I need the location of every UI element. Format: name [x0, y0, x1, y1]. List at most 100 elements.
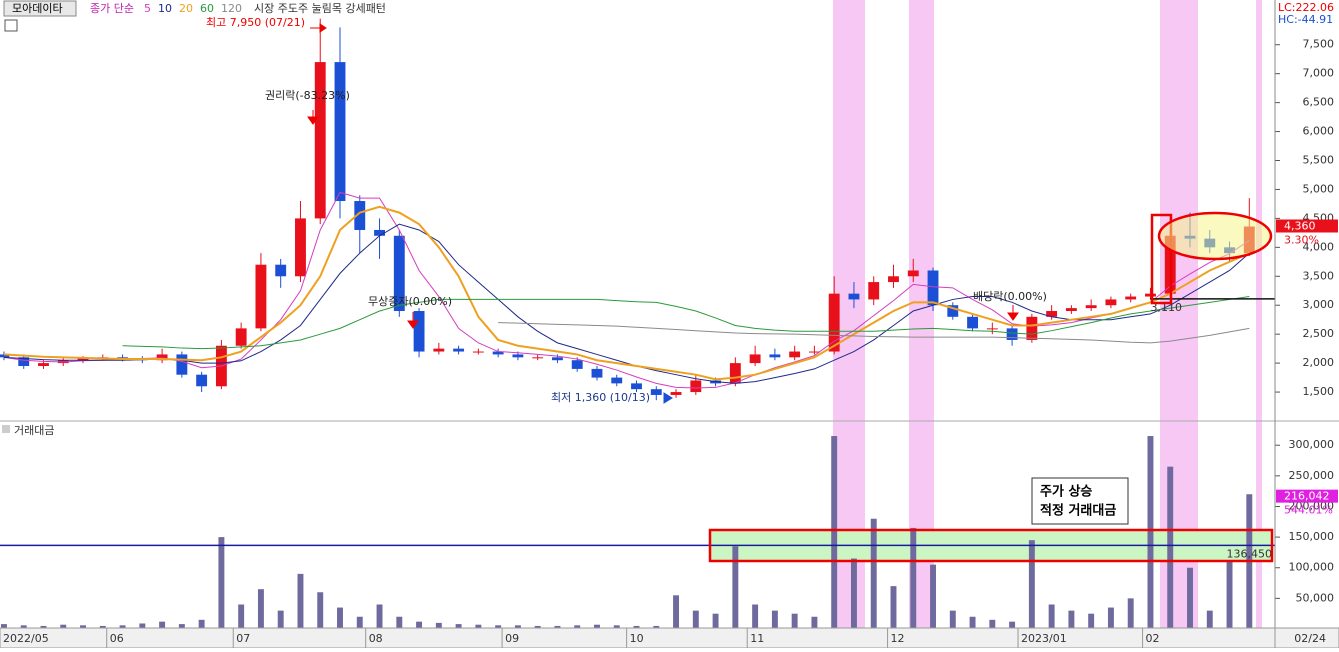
volume-bar: [771, 610, 778, 629]
volume-bar: [574, 625, 581, 629]
candle-body: [888, 276, 899, 283]
volume-bar: [495, 625, 502, 629]
ma-line: [498, 322, 1250, 344]
ma-line: [3, 223, 1250, 384]
band: [1160, 0, 1198, 628]
volume-bar: [0, 624, 7, 629]
breakout-box: [1150, 213, 1173, 305]
volume-bar: [119, 625, 126, 629]
volume-bar: [475, 624, 482, 629]
candle-body: [729, 363, 741, 384]
volume-bar: [60, 624, 67, 629]
y-tick-label: 2,500: [1303, 327, 1335, 340]
highlight-bands: [833, 0, 1262, 628]
candle-body: [591, 368, 603, 378]
volume-title: 거래대금: [14, 424, 54, 437]
y-tick-label: 5,000: [1303, 182, 1335, 195]
pattern-label: 시장 주도주 눌림목 강세패턴: [254, 2, 386, 15]
y-tick-label: 200,000: [1289, 499, 1335, 512]
candle-body: [571, 360, 583, 369]
candle-body: [749, 354, 761, 364]
y-tick-label: 3,500: [1303, 269, 1335, 282]
annotation: 무상증자(0.00%): [368, 295, 452, 308]
volume-bar: [178, 624, 185, 629]
y-tick-label: 1,500: [1303, 385, 1335, 398]
volume-bar: [218, 537, 225, 629]
candle-body: [1125, 296, 1137, 300]
volume-bar: [514, 625, 521, 629]
x-tick-label: 2023/01: [1021, 632, 1067, 645]
candle-body: [552, 357, 563, 361]
stock-name[interactable]: 모아데이타: [12, 2, 63, 15]
candle-body: [1145, 293, 1156, 297]
candle-body: [808, 351, 820, 353]
volume-bar: [752, 604, 759, 629]
volume-zone-border: [708, 528, 1274, 563]
candle-body: [374, 229, 385, 236]
last-price: 4,360: [1284, 219, 1316, 232]
volume-bar: [613, 625, 620, 629]
x-tick-label: 12: [891, 632, 905, 645]
volume-bar: [159, 621, 166, 629]
volume-bar: [238, 604, 245, 629]
pane-icon: [2, 425, 10, 433]
candle-body: [433, 348, 445, 352]
volume-bar: [732, 546, 739, 629]
arrows: [307, 23, 1019, 404]
candle-body: [38, 363, 49, 367]
candle-body: [235, 328, 247, 346]
candle-body: [275, 264, 287, 277]
candle-body: [77, 358, 89, 361]
y-tick-label: 6,500: [1303, 96, 1335, 109]
volume-bar: [910, 527, 917, 629]
y-tick-label: 3,000: [1303, 298, 1335, 311]
volume-bar: [80, 625, 86, 629]
ma-line: [3, 191, 1250, 389]
x-tick-label: 11: [750, 632, 764, 645]
annotation: 배당락(0.00%): [973, 290, 1047, 303]
volume-bar: [1048, 604, 1055, 629]
candle-body: [650, 389, 662, 395]
candle-body: [176, 354, 188, 375]
ma-period: 120: [221, 2, 242, 15]
volume-bar: [989, 619, 996, 629]
volume-bar: [1226, 561, 1233, 629]
x-tick-label: 09: [505, 632, 519, 645]
candle-body: [1085, 305, 1097, 309]
candle-body: [196, 374, 208, 387]
candle-body: [1006, 328, 1018, 340]
volume-bar: [673, 595, 680, 629]
candle-body: [947, 305, 959, 317]
ma-line: [3, 205, 1250, 381]
volume-bar: [633, 625, 640, 629]
x-tick-label: 2022/05: [3, 632, 49, 645]
x-tick-label: 02: [1146, 632, 1160, 645]
candle-body: [769, 354, 781, 358]
x-tick-label: 10: [630, 632, 644, 645]
volume-bar: [831, 436, 838, 629]
volume-bar: [534, 625, 541, 629]
candle-body: [828, 293, 840, 352]
volume-bar: [1167, 466, 1174, 629]
y-tick-label: 4,000: [1303, 240, 1335, 253]
consolidation-ellipse: [1157, 211, 1273, 261]
candle-body: [967, 316, 978, 329]
volume-bar: [99, 625, 106, 629]
candle-body: [472, 351, 484, 353]
volume-bar: [277, 610, 284, 629]
table-icon[interactable]: [4, 19, 18, 32]
volume-bar: [653, 625, 660, 629]
y-tick-label: 150,000: [1289, 530, 1335, 543]
volume-bar: [712, 613, 719, 629]
annotation: 권리락(-83.23%): [265, 89, 350, 102]
y-tick-label: 7,500: [1303, 38, 1335, 51]
volume-bar: [791, 613, 798, 629]
candle-body: [670, 392, 682, 395]
candle-body: [18, 357, 30, 367]
ma-period: 20: [179, 2, 193, 15]
x-tick-label: 07: [236, 632, 250, 645]
last-change: 3.30%: [1284, 233, 1319, 246]
volume-bar: [416, 621, 423, 629]
stock-tab[interactable]: [3, 0, 77, 17]
